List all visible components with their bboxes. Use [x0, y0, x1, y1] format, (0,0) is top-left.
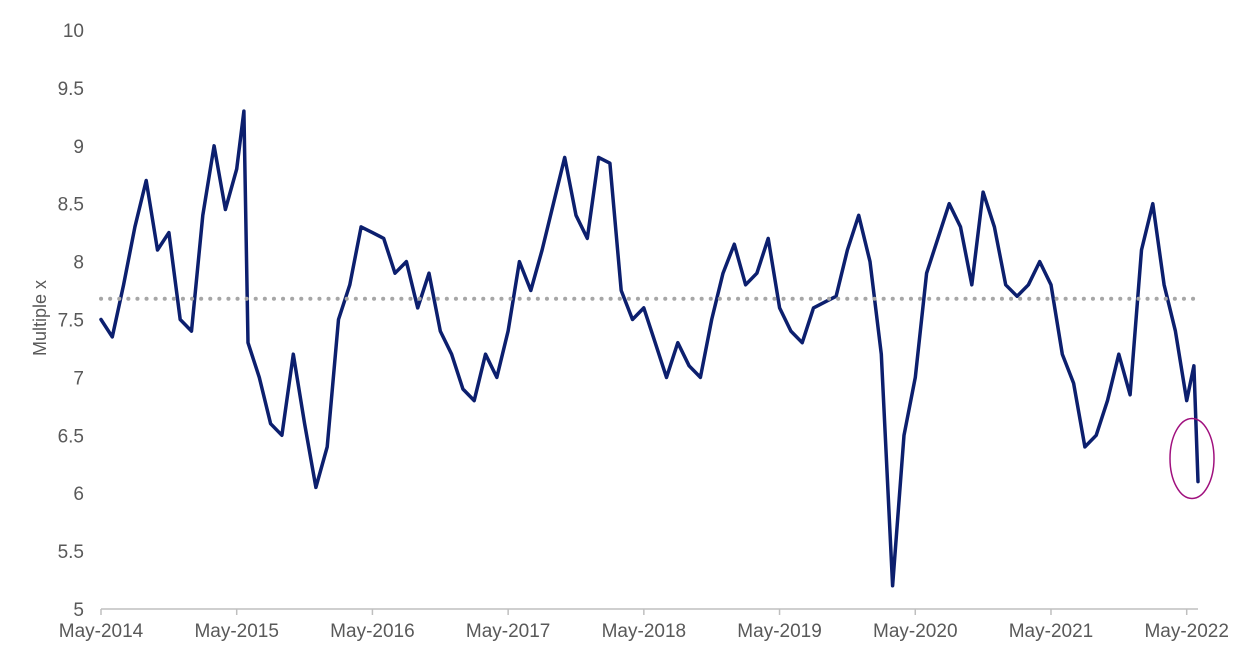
x-tick-label: May-2021: [1009, 621, 1094, 642]
y-tick-label: 6: [73, 484, 84, 505]
y-tick-label: 6.5: [58, 426, 84, 447]
y-tick-label: 7: [73, 368, 84, 389]
x-tick-label: May-2020: [873, 621, 958, 642]
x-axis: May-2014 May-2015 May-2016 May-2017 May-2018…: [59, 608, 1229, 642]
y-tick-label: 10: [63, 21, 84, 42]
y-axis-title: Multiple x: [30, 280, 50, 356]
x-tick-label: May-2018: [602, 621, 687, 642]
y-axis: 5 5.5 6 6.5 7 7.5 8 8.5 9 9.5 10: [58, 21, 84, 621]
x-tick-label: May-2017: [466, 621, 551, 642]
y-tick-label: 5.5: [58, 542, 84, 563]
x-tick-label: May-2019: [737, 621, 822, 642]
highlight-circle: [1169, 417, 1215, 500]
y-tick-label: 5: [73, 600, 84, 621]
y-tick-label: 9: [73, 137, 84, 158]
y-tick-label: 7.5: [58, 311, 84, 332]
plot-area: [99, 109, 1215, 588]
y-tick-label: 8.5: [58, 195, 84, 216]
x-tick-label: May-2022: [1144, 621, 1229, 642]
x-tick-label: May-2014: [59, 621, 144, 642]
multiple-series-line: [99, 109, 1200, 588]
y-tick-label: 8: [73, 253, 84, 274]
y-tick-label: 9.5: [58, 79, 84, 100]
x-tick-label: May-2016: [330, 621, 415, 642]
x-tick-label: May-2015: [194, 621, 279, 642]
